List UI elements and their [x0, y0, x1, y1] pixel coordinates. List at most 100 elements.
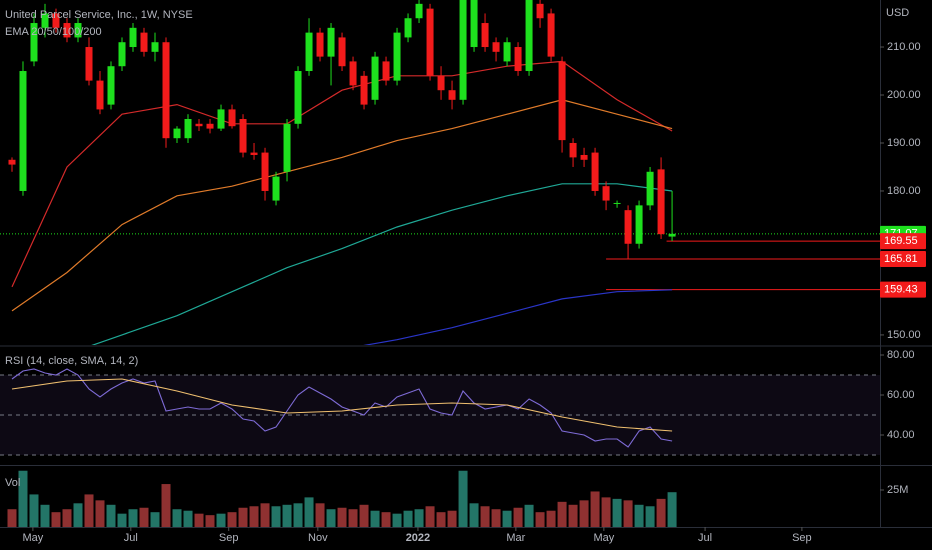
volume-bar [150, 512, 160, 527]
candle-body [426, 8, 434, 76]
volume-bar [359, 504, 369, 527]
candle-body [63, 23, 71, 38]
volume-bar [436, 512, 446, 527]
candle-body [316, 32, 324, 57]
volume-bar [139, 507, 149, 527]
volume-bar [62, 509, 72, 527]
y-tick-label: 60.00 [887, 389, 915, 401]
volume-bar [392, 513, 402, 527]
volume-bar [579, 500, 589, 527]
price-tag [880, 281, 926, 298]
ema-line [363, 289, 673, 345]
volume-bar [227, 512, 237, 527]
volume-bar [84, 494, 94, 527]
volume-bar [51, 512, 61, 527]
candle-body [140, 32, 148, 52]
volume-bar [447, 510, 457, 527]
candle-body [459, 0, 467, 100]
volume-bar [337, 507, 347, 527]
volume-bar [568, 504, 578, 527]
volume-bar [293, 503, 303, 527]
candle-body [305, 32, 313, 72]
volume-bar [546, 510, 556, 527]
volume-bar [601, 497, 611, 527]
volume-bar [612, 498, 622, 527]
y-tick-label: 190.00 [887, 137, 921, 149]
volume-bar [381, 512, 391, 527]
volume-bar [502, 510, 512, 527]
candle-body [294, 71, 302, 124]
candle-body [360, 75, 368, 105]
candle-body [327, 27, 335, 57]
price-pane [0, 0, 880, 345]
candle-body [338, 37, 346, 67]
volume-bar [370, 510, 380, 527]
candle-body [272, 176, 280, 201]
candle-body [250, 152, 258, 155]
y-tick-label: 180.00 [887, 185, 921, 197]
candle-body [52, 13, 60, 28]
candle-body [8, 159, 16, 165]
price-tag [880, 251, 926, 268]
x-tick-label: Nov [308, 532, 328, 544]
volume-bar [590, 491, 600, 527]
price-tag-label: 169.55 [884, 235, 918, 247]
volume-bar [315, 503, 325, 527]
ema-line [91, 183, 673, 345]
y-tick-label: 150.00 [887, 329, 921, 341]
candle-body [591, 152, 599, 191]
volume-bar [128, 509, 138, 527]
candle-body [514, 47, 522, 72]
candle-body [382, 61, 390, 81]
x-tick-label: May [593, 532, 614, 544]
candle-body [129, 27, 137, 48]
candle-body [85, 47, 93, 81]
y-tick-label: 40.00 [887, 429, 915, 441]
candle-body [195, 123, 203, 127]
volume-bar [491, 509, 501, 527]
volume-bar [172, 509, 182, 527]
volume-bar [667, 492, 677, 527]
candle-body [371, 56, 379, 100]
price-tag-label: 159.43 [884, 284, 918, 296]
volume-bar [117, 513, 127, 527]
volume-bar [260, 503, 270, 527]
candle-body [206, 123, 214, 129]
volume-bar [106, 504, 116, 527]
volume-bar [326, 509, 336, 527]
volume-bar [29, 494, 39, 527]
candle-body [657, 169, 665, 235]
volume-bar [458, 470, 468, 527]
volume-bar [249, 506, 259, 527]
x-tick-label: Mar [506, 532, 525, 544]
volume-bar [524, 504, 534, 527]
volume-bar [183, 510, 193, 527]
x-tick-label: 2022 [406, 532, 430, 544]
y-tick-label: 25M [887, 484, 908, 496]
candle-body [162, 42, 170, 139]
candle-body [668, 233, 676, 237]
candle-body [547, 13, 555, 57]
x-tick-label: Jul [124, 532, 138, 544]
price-tag-label: 165.81 [884, 253, 918, 265]
volume-bar [18, 470, 28, 527]
candle-body [525, 0, 533, 72]
candle-body [470, 0, 478, 48]
volume-bar [161, 484, 171, 527]
volume-bar [205, 515, 215, 527]
candle-body [228, 109, 236, 127]
candle-body [393, 32, 401, 81]
volume-bar [480, 506, 490, 527]
volume-bar [513, 507, 523, 527]
chart-title: United Parcel Service, Inc., 1W, NYSE [5, 9, 193, 21]
candle-body [503, 42, 511, 62]
volume-bar [645, 506, 655, 527]
volume-bar [73, 503, 83, 527]
candle-body [19, 71, 27, 191]
volume-bar [469, 503, 479, 527]
candle-body [613, 202, 621, 204]
currency-label: USD [886, 7, 909, 19]
candle-body [118, 42, 126, 67]
candle-body [635, 205, 643, 244]
